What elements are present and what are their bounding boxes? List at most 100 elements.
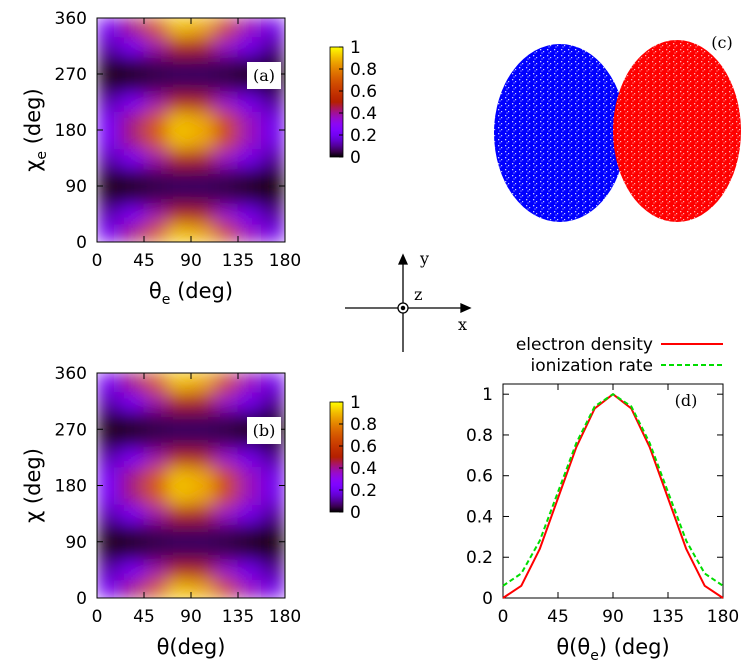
heatmap-cell: [143, 428, 168, 449]
colorbar-tick-label: 0.2: [350, 126, 377, 146]
x-tick-label: 180: [269, 251, 301, 271]
legend-label: ionization rate: [531, 356, 653, 376]
heatmap-cell: [120, 391, 145, 411]
heatmap-cell: [143, 166, 168, 187]
heatmap-cell: [214, 73, 239, 94]
y-tick-label: 270: [55, 420, 87, 440]
heatmap-cell: [190, 148, 215, 168]
heatmap-cell: [167, 372, 192, 393]
heatmap-cell: [96, 110, 121, 131]
heatmap-cell: [143, 410, 168, 430]
heatmap-cell: [96, 185, 121, 206]
heatmap-cell: [237, 204, 262, 224]
heatmap-cell: [96, 447, 121, 468]
y-tick-label: 360: [55, 9, 87, 29]
colorbar-tick-label: 0: [350, 503, 361, 523]
y-tick-label: 360: [55, 364, 87, 384]
heatmap-cell: [190, 410, 215, 430]
heatmap-cell: [190, 73, 215, 94]
heatmap-cell: [143, 447, 168, 468]
heatmap-cell: [214, 166, 239, 187]
heatmap-cell: [214, 503, 239, 524]
heatmap-cell: [96, 166, 121, 187]
axis-label-part: e: [590, 648, 599, 664]
heatmap-cell: [190, 522, 215, 543]
colorbar-tick-label: 0.6: [350, 437, 377, 457]
heatmap-cell: [261, 166, 286, 187]
heatmap-cell: [190, 447, 215, 468]
heatmap-cell: [143, 92, 168, 112]
data-line: [502, 393, 724, 599]
heatmap-cell: [261, 372, 286, 393]
heatmap-cell: [143, 54, 168, 75]
heatmap-cell: [190, 166, 215, 187]
heatmap-cell: [214, 222, 239, 243]
heatmap-cell: [237, 466, 262, 486]
x-tick-label: 135: [652, 607, 684, 627]
colorbar-tick-label: 1: [350, 38, 361, 58]
heatmap-cell: [261, 110, 286, 131]
heatmap-cell: [167, 110, 192, 131]
heatmap-cell: [190, 560, 215, 580]
heatmap-cell: [120, 92, 145, 112]
y-tick-label: 0.4: [466, 507, 493, 527]
colorbar-tick-label: 0.2: [350, 481, 377, 501]
heatmap-cell: [190, 54, 215, 75]
heatmap-cell: [167, 92, 192, 112]
axis-name: z: [414, 285, 422, 304]
heatmap-cell: [237, 92, 262, 112]
x-tick-label: 45: [133, 607, 155, 627]
heatmap-cell: [143, 541, 168, 561]
colorbar-tick-label: 0: [350, 148, 361, 168]
colorbar-tick-label: 0.8: [350, 415, 377, 435]
heatmap-cell: [167, 391, 192, 411]
y-tick-label: 0: [76, 589, 87, 609]
y-tick-label: 180: [55, 121, 87, 141]
heatmap-cell: [214, 372, 239, 393]
heatmap-cell: [167, 36, 192, 56]
axis-label-part: e: [162, 292, 171, 308]
heatmap-cell: [167, 541, 192, 561]
panel-label: (c): [711, 33, 732, 52]
heatmap-cell: [190, 222, 215, 243]
heatmap-cell: [167, 522, 192, 543]
heatmap-cell: [261, 578, 286, 599]
axis-name: x: [458, 315, 467, 334]
heatmap-cell: [96, 466, 121, 486]
heatmap-cell: [120, 185, 145, 206]
heatmap-cell: [143, 522, 168, 543]
heatmap-cell: [96, 578, 121, 599]
heatmap-cell: [167, 148, 192, 168]
heatmap-cell: [261, 485, 286, 505]
y-tick-label: 1: [482, 385, 493, 405]
heatmap-cell: [261, 129, 286, 150]
heatmap-cell: [96, 148, 121, 168]
panel-label: (b): [253, 421, 276, 440]
x-tick-label: 135: [222, 251, 254, 271]
plot-frame: [502, 383, 724, 599]
heatmap-cell: [214, 485, 239, 505]
data-line: [502, 393, 724, 587]
axis-label: θ(deg): [157, 635, 226, 659]
heatmap-cell: [214, 541, 239, 561]
heatmap-cell: [143, 485, 168, 505]
heatmap-cell: [120, 410, 145, 430]
heatmap-cell: [96, 503, 121, 524]
x-tick-label: 0: [498, 607, 509, 627]
x-tick-label: 90: [180, 251, 202, 271]
colorbar-tick-label: 0.4: [350, 104, 377, 124]
heatmap-cell: [190, 391, 215, 411]
heatmap-cell: [167, 447, 192, 468]
heatmap-cell: [120, 522, 145, 543]
heatmap-cell: [120, 17, 145, 38]
heatmap-cell: [190, 578, 215, 599]
heatmap-cell: [96, 541, 121, 561]
heatmap-cell: [143, 560, 168, 580]
heatmap-cell: [237, 222, 262, 243]
heatmap-cell: [190, 428, 215, 449]
heatmap-cell: [261, 222, 286, 243]
heatmap-cell: [96, 428, 121, 449]
heatmap-cell: [190, 466, 215, 486]
heatmap-cell: [120, 466, 145, 486]
heatmap-cell: [214, 17, 239, 38]
